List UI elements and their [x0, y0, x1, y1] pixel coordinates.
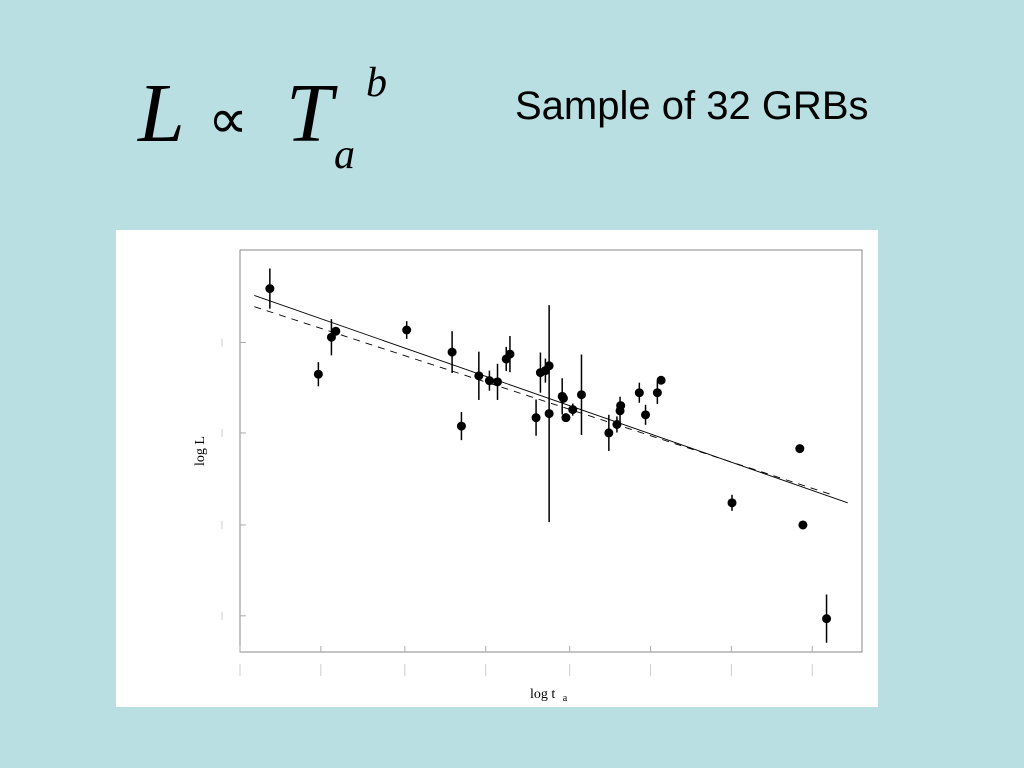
point-marker [612, 419, 622, 429]
scatter-chart: log L log t a [193, 249, 863, 704]
x-axis-label-subscript: a [563, 693, 568, 704]
data-point [558, 393, 568, 403]
fit-lines [254, 295, 848, 504]
point-marker [456, 421, 466, 431]
point-marker [576, 390, 586, 400]
formula-exponent: b [366, 60, 387, 106]
data-point [604, 414, 614, 451]
data-point [634, 382, 644, 403]
point-marker [604, 428, 614, 438]
data-point [474, 351, 484, 400]
plot-frame [239, 249, 863, 653]
point-marker [402, 325, 412, 335]
slide-title: Sample of 32 GRBs [515, 84, 869, 128]
data-points [265, 268, 832, 643]
point-marker [544, 409, 554, 419]
data-point [616, 401, 626, 411]
point-marker [656, 375, 666, 385]
point-marker [634, 388, 644, 398]
point-marker [474, 371, 484, 381]
data-point [484, 370, 494, 391]
data-point [798, 520, 808, 530]
plot-panel: log L log t a [116, 230, 878, 707]
data-point [568, 403, 578, 416]
y-axis-label: log L [193, 436, 208, 466]
point-marker [798, 520, 808, 530]
point-marker [727, 498, 737, 508]
point-marker [331, 326, 341, 336]
point-marker [561, 413, 571, 423]
data-point [576, 354, 586, 435]
formula-variable: T [286, 67, 333, 160]
point-marker [616, 401, 626, 411]
x-axis-label: log t a [530, 687, 568, 704]
data-point [612, 416, 622, 433]
data-point [561, 413, 571, 423]
data-point [456, 412, 466, 441]
data-point [656, 375, 666, 385]
data-point [544, 305, 554, 523]
data-point [265, 268, 275, 309]
point-marker [265, 284, 275, 294]
data-point [795, 444, 805, 454]
data-point [402, 321, 412, 339]
data-point [641, 404, 651, 425]
data-point [652, 381, 662, 404]
point-marker [531, 413, 541, 423]
fit-line-dashed [254, 306, 832, 495]
formula-relation: ∝ [208, 89, 249, 151]
point-marker [447, 347, 457, 357]
data-point [313, 362, 323, 387]
formula: L ∝ T a b [138, 52, 438, 192]
point-marker [558, 393, 568, 403]
tick-marks [221, 338, 813, 676]
data-point [326, 319, 336, 356]
point-marker [568, 405, 578, 415]
point-marker [484, 376, 494, 386]
point-marker [505, 349, 515, 359]
formula-base: L [138, 67, 185, 160]
data-point [531, 399, 541, 436]
point-marker [313, 369, 323, 379]
data-point [493, 363, 503, 400]
formula-subscript: a [334, 132, 355, 178]
data-point [822, 594, 832, 643]
data-point [447, 331, 457, 374]
data-point [505, 336, 515, 373]
point-marker [641, 410, 651, 420]
fit-line-solid [254, 295, 848, 504]
x-axis-label-main: log t [530, 687, 555, 702]
point-marker [795, 444, 805, 454]
data-point [331, 326, 341, 336]
point-marker [493, 377, 503, 387]
point-marker [652, 388, 662, 398]
point-marker [822, 614, 832, 624]
data-point [727, 494, 737, 511]
